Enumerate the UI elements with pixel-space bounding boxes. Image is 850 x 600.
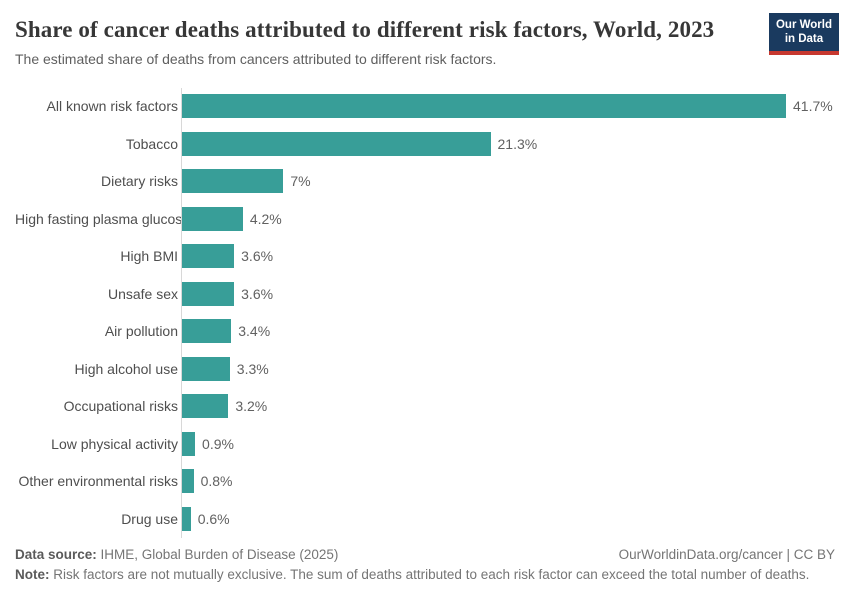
bar[interactable] — [182, 244, 235, 269]
category-label: High alcohol use — [74, 360, 178, 377]
value-label: 3.6% — [241, 248, 274, 265]
category-label: Tobacco — [125, 135, 178, 152]
data-source: Data source: IHME, Global Burden of Dise… — [15, 547, 338, 562]
note-text: Risk factors are not mutually exclusive.… — [49, 566, 810, 582]
chart-row: High BMI 3.6% — [15, 237, 835, 276]
category-label: Occupational risks — [63, 398, 178, 415]
bar[interactable] — [182, 281, 235, 306]
bar[interactable] — [182, 469, 194, 494]
owid-logo-line1: Our World — [775, 19, 832, 31]
chart-row: Tobacco 21.3% — [15, 125, 835, 163]
value-label: 0.8% — [200, 473, 233, 490]
category-label: High BMI — [120, 248, 178, 265]
category-label: Air pollution — [104, 323, 178, 340]
category-label: Other environmental risks — [18, 473, 178, 490]
bar-track: 3.2% — [181, 387, 835, 426]
value-label: 4.2% — [249, 210, 282, 227]
bar-track: 4.2% — [181, 200, 835, 238]
chart-note: Note: Risk factors are not mutually excl… — [15, 567, 835, 582]
value-label: 41.7% — [793, 98, 833, 115]
bar-track: 0.6% — [181, 500, 835, 538]
data-source-text: IHME, Global Burden of Disease (2025) — [96, 546, 339, 562]
data-source-label: Data source: — [15, 546, 97, 562]
bar-track: 0.9% — [181, 425, 835, 463]
category-label: All known risk factors — [46, 98, 178, 115]
bar[interactable] — [182, 506, 191, 531]
value-label: 3.4% — [238, 323, 271, 340]
value-label: 21.3% — [497, 135, 538, 152]
bar-track: 41.7% — [181, 87, 835, 126]
bar[interactable] — [182, 206, 243, 231]
bar-track: 3.4% — [181, 312, 835, 351]
value-label: 0.9% — [202, 435, 234, 452]
chart-row: High fasting plasma glucose 4.2% — [15, 200, 835, 238]
category-label: Drug use — [121, 510, 178, 527]
chart-row: Occupational risks 3.2% — [15, 387, 835, 426]
chart-row: Low physical activity 0.9% — [15, 425, 835, 463]
chart-row: Air pollution 3.4% — [15, 312, 835, 351]
bar[interactable] — [182, 394, 229, 419]
bar[interactable] — [182, 131, 491, 156]
bar-chart: All known risk factors 41.7% Tobacco 21.3% D… — [15, 87, 835, 538]
bar[interactable] — [182, 431, 196, 456]
bar[interactable] — [182, 319, 232, 344]
chart-row: Unsafe sex 3.6% — [15, 275, 835, 313]
chart-row: All known risk factors 41.7% — [15, 87, 835, 126]
page-title: Share of cancer deaths attributed to dif… — [15, 17, 715, 42]
bar-track: 3.6% — [181, 237, 835, 276]
value-label: 3.3% — [236, 360, 269, 377]
chart-row: Drug use 0.6% — [15, 500, 835, 538]
value-label: 3.2% — [235, 398, 268, 415]
value-label: 3.6% — [241, 285, 274, 302]
page-subtitle: The estimated share of deaths from cance… — [15, 50, 497, 67]
value-label: 7% — [290, 173, 311, 190]
attribution-link[interactable]: OurWorldinData.org/cancer | CC BY — [618, 546, 835, 562]
bar-track: 3.6% — [181, 275, 835, 313]
chart-footer: Data source: IHME, Global Burden of Dise… — [15, 547, 835, 582]
owid-logo-line2: in Data — [784, 33, 824, 46]
bar-track: 0.8% — [181, 462, 835, 501]
chart-row: High alcohol use 3.3% — [15, 350, 835, 388]
chart-row: Other environmental risks 0.8% — [15, 462, 835, 501]
bar[interactable] — [182, 169, 284, 194]
note-label: Note: — [15, 566, 50, 582]
category-label: High fasting plasma glucose — [15, 210, 191, 227]
bar[interactable] — [182, 94, 786, 119]
category-label: Unsafe sex — [107, 285, 178, 302]
bar-track: 21.3% — [181, 125, 835, 163]
value-label: 0.6% — [197, 510, 230, 527]
bar[interactable] — [182, 356, 230, 381]
category-label: Dietary risks — [100, 173, 178, 190]
category-label: Low physical activity — [51, 435, 178, 452]
owid-logo: Our World in Data — [768, 13, 839, 55]
bar-track: 3.3% — [181, 350, 835, 388]
chart-row: Dietary risks 7% — [15, 162, 835, 201]
bar-track: 7% — [181, 162, 835, 201]
